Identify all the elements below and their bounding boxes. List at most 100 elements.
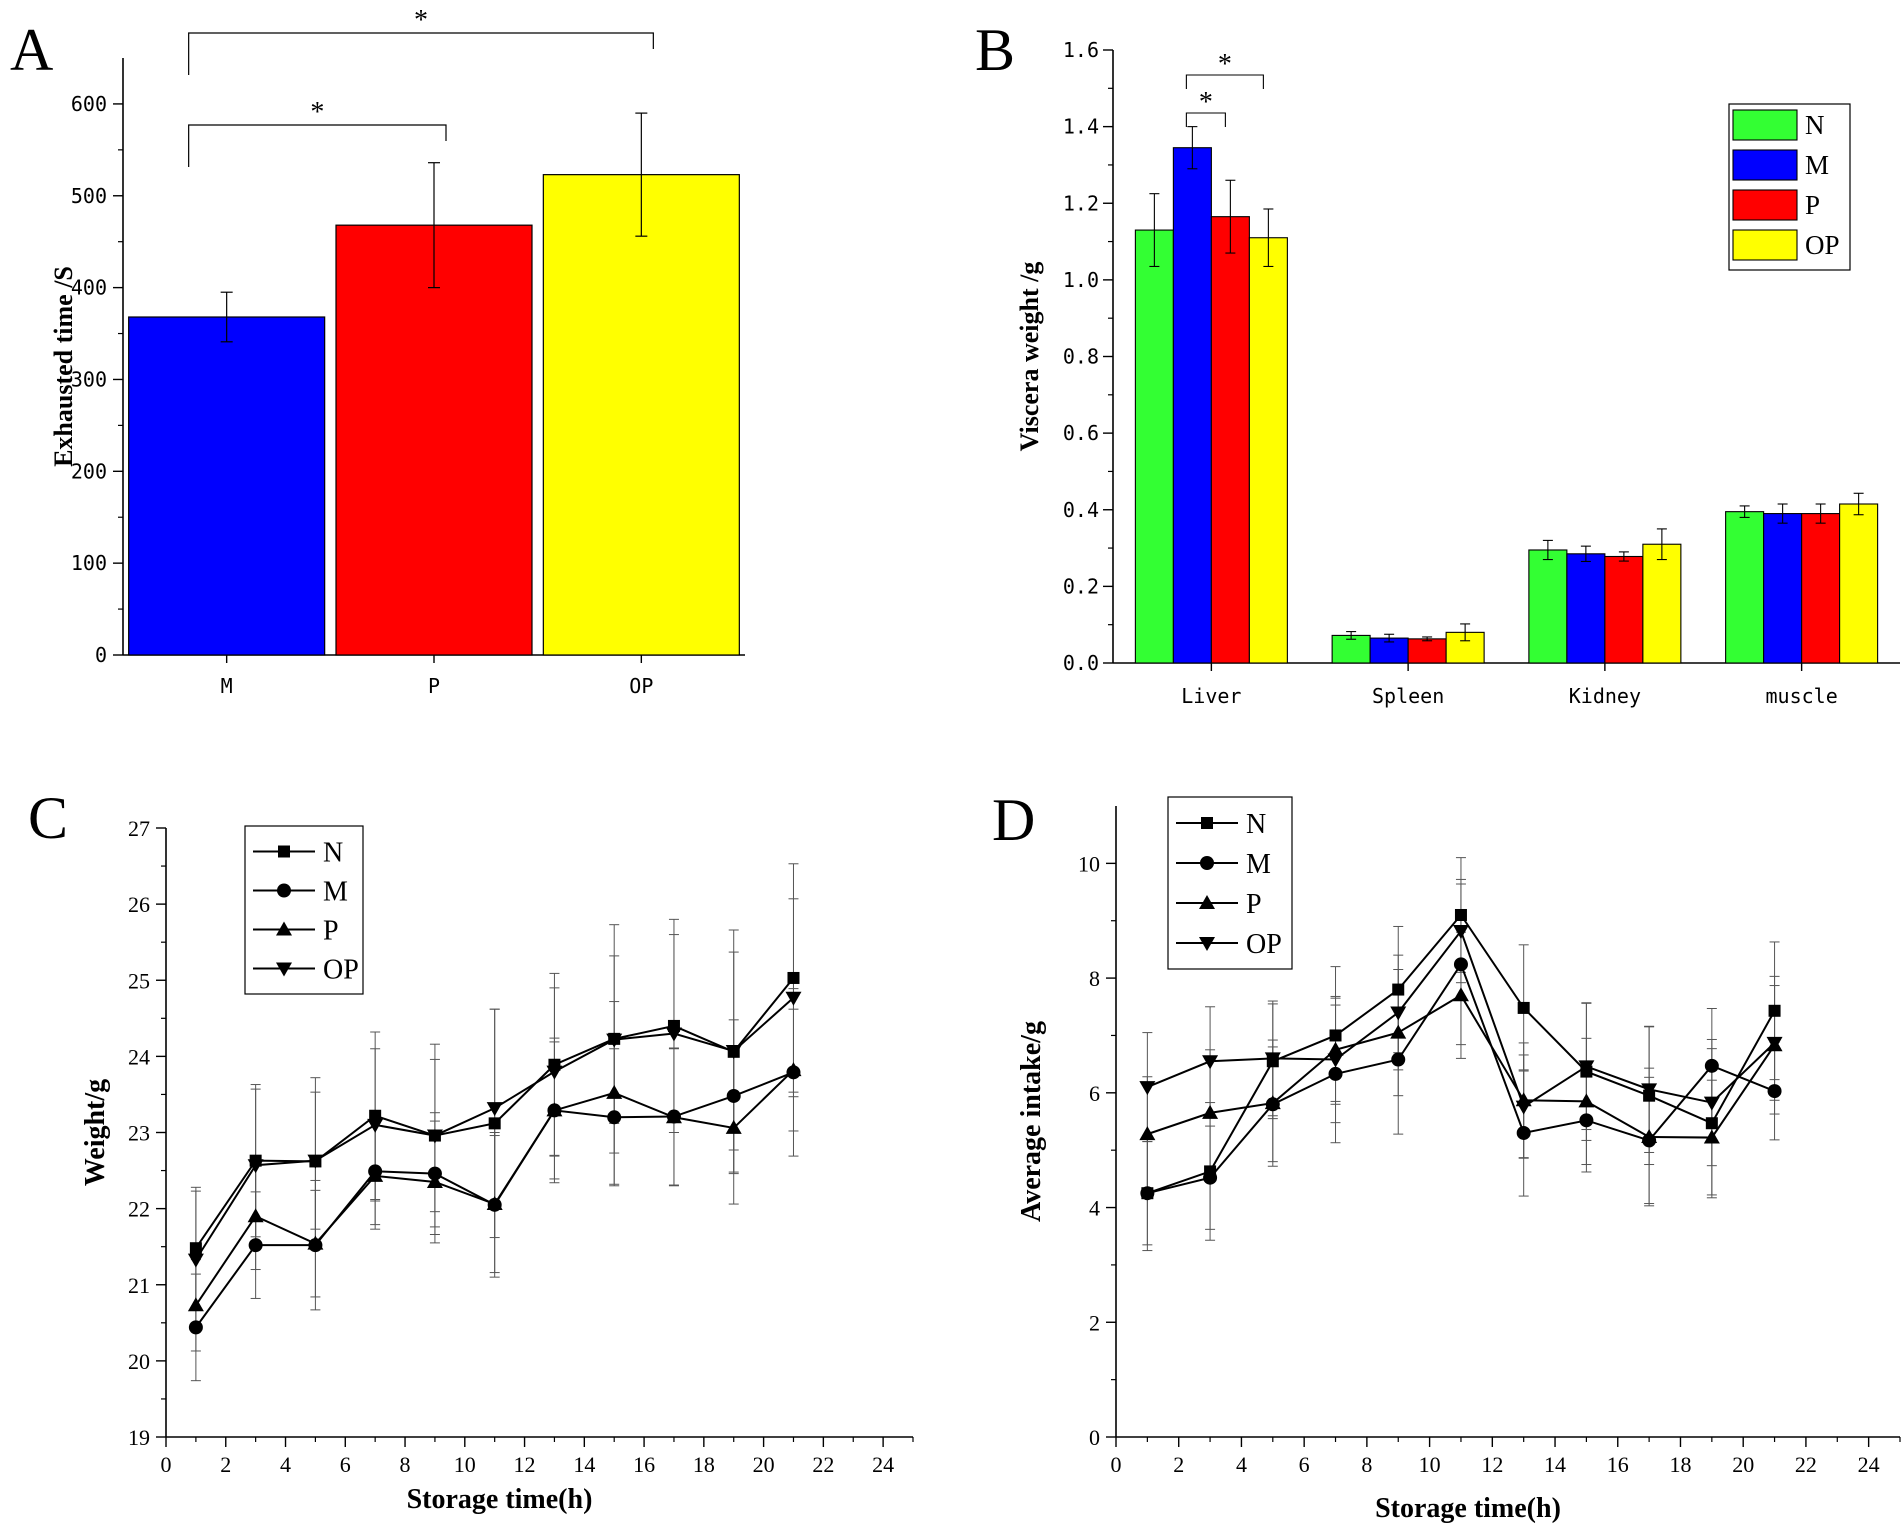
b-y-tick-label: 1.2 — [1063, 191, 1099, 215]
c-y-tick-label: 20 — [128, 1349, 150, 1374]
c-x-tick-label: 10 — [454, 1452, 476, 1477]
b-y-tick-label: 0.0 — [1063, 651, 1099, 675]
c-point-m — [726, 1088, 741, 1103]
c-x-tick-label: 12 — [514, 1452, 536, 1477]
d-legend-box — [1167, 796, 1293, 970]
a-x-tick-label-m: M — [221, 674, 233, 698]
d-point-op — [1578, 1060, 1595, 1075]
b-bar-muscle-m — [1763, 513, 1803, 664]
d-point-m — [1579, 1113, 1594, 1128]
d-legend-marker-n — [1201, 817, 1213, 829]
c-x-tick-label: 20 — [753, 1452, 775, 1477]
a-y-tick-label: 400 — [71, 276, 107, 300]
d-point-p — [1578, 1093, 1595, 1108]
b-legend-swatch-op — [1732, 229, 1798, 261]
d-x-tick-label: 24 — [1858, 1452, 1880, 1477]
d-point-p — [1327, 1041, 1344, 1056]
d-point-n — [1705, 1117, 1718, 1130]
a-y-tick-label: 0 — [95, 643, 107, 667]
b-bar-spleen-n — [1331, 634, 1371, 664]
b-bar-kidney-op — [1642, 543, 1682, 664]
d-legend-marker-op — [1199, 937, 1215, 951]
a-significance-star: * — [310, 97, 324, 128]
b-x-tick-label-liver: Liver — [1181, 684, 1241, 708]
d-point-op — [1390, 1006, 1407, 1021]
d-point-op — [1452, 925, 1469, 940]
panel-b-letter: B — [975, 17, 1015, 83]
d-point-m — [1767, 1084, 1782, 1099]
d-y-tick-label: 4 — [1089, 1196, 1100, 1221]
c-point-op — [546, 1065, 563, 1080]
c-point-op — [187, 1253, 204, 1268]
d-legend-label-n: N — [1246, 809, 1266, 840]
a-bar-m — [128, 316, 326, 656]
b-x-tick-label-kidney: Kidney — [1569, 684, 1641, 708]
d-x-tick-label: 4 — [1236, 1452, 1247, 1477]
c-legend-label-p: P — [323, 916, 339, 947]
c-point-op — [725, 1045, 742, 1060]
panel-c: C 0 2 4 6 8 10 12 14 16 18 20 22 2419202122232425262… — [28, 785, 914, 1515]
b-bar-liver-n — [1134, 229, 1174, 664]
c-legend-label-n: N — [323, 838, 343, 869]
a-y-tick-label: 300 — [71, 367, 107, 391]
c-point-p — [785, 1062, 802, 1077]
d-point-n — [1768, 1004, 1781, 1017]
d-point-op — [1139, 1081, 1156, 1096]
d-point-op — [1264, 1052, 1281, 1067]
b-y-tick-label: 0.4 — [1063, 498, 1099, 522]
c-legend-box — [244, 825, 364, 995]
d-y-tick-label: 8 — [1089, 966, 1100, 991]
b-significance-bracket — [1185, 112, 1226, 127]
d-x-tick-label: 20 — [1732, 1452, 1754, 1477]
b-bar-liver-m — [1172, 147, 1212, 664]
b-legend-swatch-m — [1732, 149, 1798, 181]
d-point-op — [1202, 1055, 1219, 1070]
c-point-p — [367, 1167, 384, 1182]
b-legend-label-n: N — [1805, 110, 1825, 140]
c-legend-label-op: OP — [323, 955, 359, 986]
c-legend-marker-m — [277, 883, 291, 898]
c-y-tick-label: 23 — [128, 1121, 150, 1146]
a-significance-bracket — [188, 32, 654, 75]
c-x-tick-label: 8 — [400, 1452, 411, 1477]
c-point-op — [486, 1102, 503, 1117]
c-y-tick-label: 26 — [128, 892, 150, 917]
c-y-tick-label: 27 — [128, 816, 150, 841]
d-point-p — [1641, 1128, 1658, 1143]
d-point-n — [1454, 908, 1467, 921]
c-point-p — [187, 1297, 204, 1312]
c-point-n — [189, 1242, 202, 1255]
d-point-p — [1390, 1024, 1407, 1039]
d-point-op — [1327, 1053, 1344, 1068]
d-point-n — [1392, 983, 1405, 996]
b-y-tick-label: 1.0 — [1063, 268, 1099, 292]
b-bar-muscle-n — [1725, 511, 1765, 664]
d-legend-label-p: P — [1246, 889, 1262, 920]
a-significance-star: * — [414, 5, 428, 36]
d-x-tick-label: 0 — [1111, 1452, 1122, 1477]
c-x-tick-label: 4 — [280, 1452, 291, 1477]
c-legend-label-m: M — [323, 877, 348, 908]
c-point-p — [307, 1235, 324, 1250]
b-y-tick-label: 1.6 — [1063, 38, 1099, 62]
b-bar-kidney-p — [1604, 555, 1644, 664]
d-point-p — [1703, 1129, 1720, 1144]
c-y-tick-label: 21 — [128, 1273, 150, 1298]
a-significance-bracket — [188, 124, 447, 167]
d-y-tick-label: 2 — [1089, 1310, 1100, 1335]
c-point-p — [606, 1084, 623, 1099]
b-legend-swatch-p — [1732, 189, 1798, 221]
b-bar-liver-p — [1210, 216, 1250, 664]
b-bar-liver-op — [1248, 237, 1288, 664]
b-bar-muscle-op — [1839, 503, 1879, 664]
d-point-n — [1329, 1029, 1342, 1042]
c-point-op — [606, 1033, 623, 1048]
c-point-op — [307, 1154, 324, 1169]
d-legend-marker-m — [1200, 856, 1214, 870]
b-y-tick-label: 0.2 — [1063, 574, 1099, 598]
a-y-tick-label: 600 — [71, 92, 107, 116]
c-point-n — [787, 971, 800, 984]
c-point-p — [725, 1119, 742, 1134]
c-point-p — [247, 1208, 264, 1223]
